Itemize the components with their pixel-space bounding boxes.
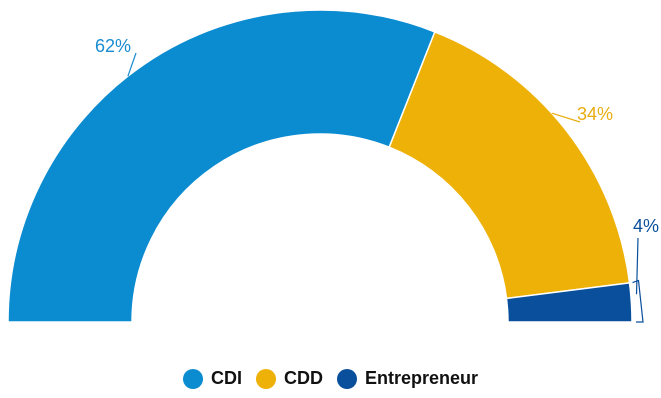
data-label-entrepreneur: 4%	[633, 216, 659, 236]
slice-cdd[interactable]	[388, 30, 631, 300]
legend-label-cdi: CDI	[210, 368, 242, 388]
leader-bracket-entrepreneur	[632, 279, 644, 323]
slice-cdi[interactable]	[7, 9, 436, 323]
chart-legend: CDI CDD Entrepreneur	[0, 368, 661, 389]
legend-item-cdi[interactable]: CDI	[182, 368, 242, 389]
legend-swatch-cdi	[182, 368, 203, 389]
legend-swatch-cdd	[255, 368, 276, 389]
legend-item-cdd[interactable]: CDD	[255, 368, 323, 389]
slice-entrepreneur[interactable]	[505, 282, 633, 323]
leader-line-entrepreneur	[635, 237, 639, 295]
legend-label-entrepreneur: Entrepreneur	[364, 368, 479, 388]
leader-line-cdi	[127, 52, 137, 77]
chart-leader-lines	[127, 52, 644, 323]
chart-data-labels: 62% 34% 4%	[95, 36, 659, 236]
legend-item-entrepreneur[interactable]: Entrepreneur	[336, 368, 479, 389]
legend-label-cdd: CDD	[283, 368, 323, 388]
leader-line-cdd	[551, 112, 581, 123]
data-label-cdd: 34%	[577, 104, 613, 124]
chart-slices	[7, 9, 633, 323]
data-label-cdi: 62%	[95, 36, 131, 56]
legend-swatch-entrepreneur	[336, 368, 357, 389]
